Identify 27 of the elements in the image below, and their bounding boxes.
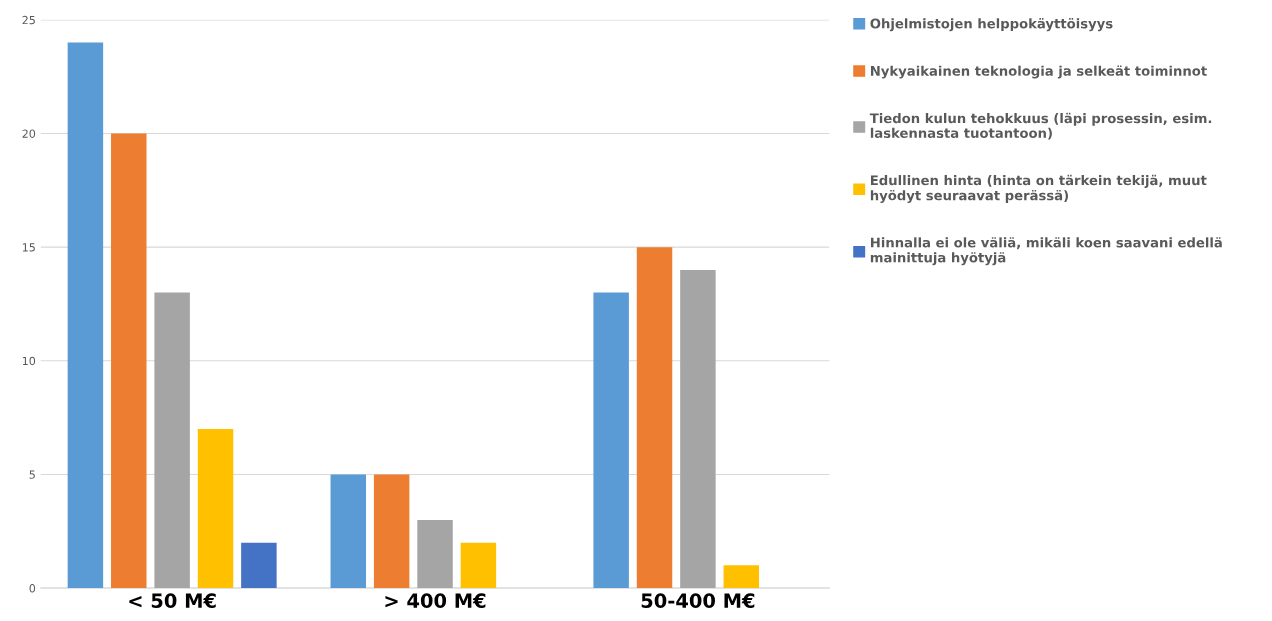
x-tick-label: < 50 M€	[129, 593, 216, 608]
bar	[417, 519, 453, 589]
x-tick-label: 50-400 M€	[641, 593, 755, 608]
legend-label: Tiedon kulun tehokkuus (läpi prosessin, esim. laskennasta tuotantoon)	[869, 112, 1212, 140]
legend-label: Nykyaikainen teknologia ja selkeät toiminnot	[870, 65, 1207, 79]
bar	[593, 292, 629, 589]
bar	[154, 292, 190, 589]
bar	[460, 542, 497, 589]
bar	[330, 474, 367, 589]
bar	[197, 428, 234, 589]
y-tick-label: 25	[22, 15, 35, 25]
y-tick-label: 0	[29, 584, 36, 593]
bar	[67, 42, 104, 589]
legend-label: Hinnalla ei ole väliä, mikäli koen saavani edellä mainittuja hyötyjä	[870, 237, 1222, 266]
bar	[636, 247, 673, 589]
bar	[111, 133, 147, 589]
legend-label: Ohjelmistojen helppokäyttöisyys	[870, 18, 1113, 32]
legend-label: Edullinen hinta (hinta on tärkein tekijä, muut hyödyt seuraavat perässä)	[870, 174, 1207, 204]
y-tick-label: 20	[22, 129, 36, 138]
x-tick-label: > 400 M€	[385, 593, 486, 608]
y-tick-label: 5	[29, 470, 35, 479]
bar	[723, 565, 760, 589]
bar	[241, 542, 277, 589]
y-tick-label: 10	[22, 356, 36, 366]
bar	[373, 474, 410, 589]
y-tick-label: 15	[22, 243, 35, 252]
bar	[680, 269, 716, 589]
